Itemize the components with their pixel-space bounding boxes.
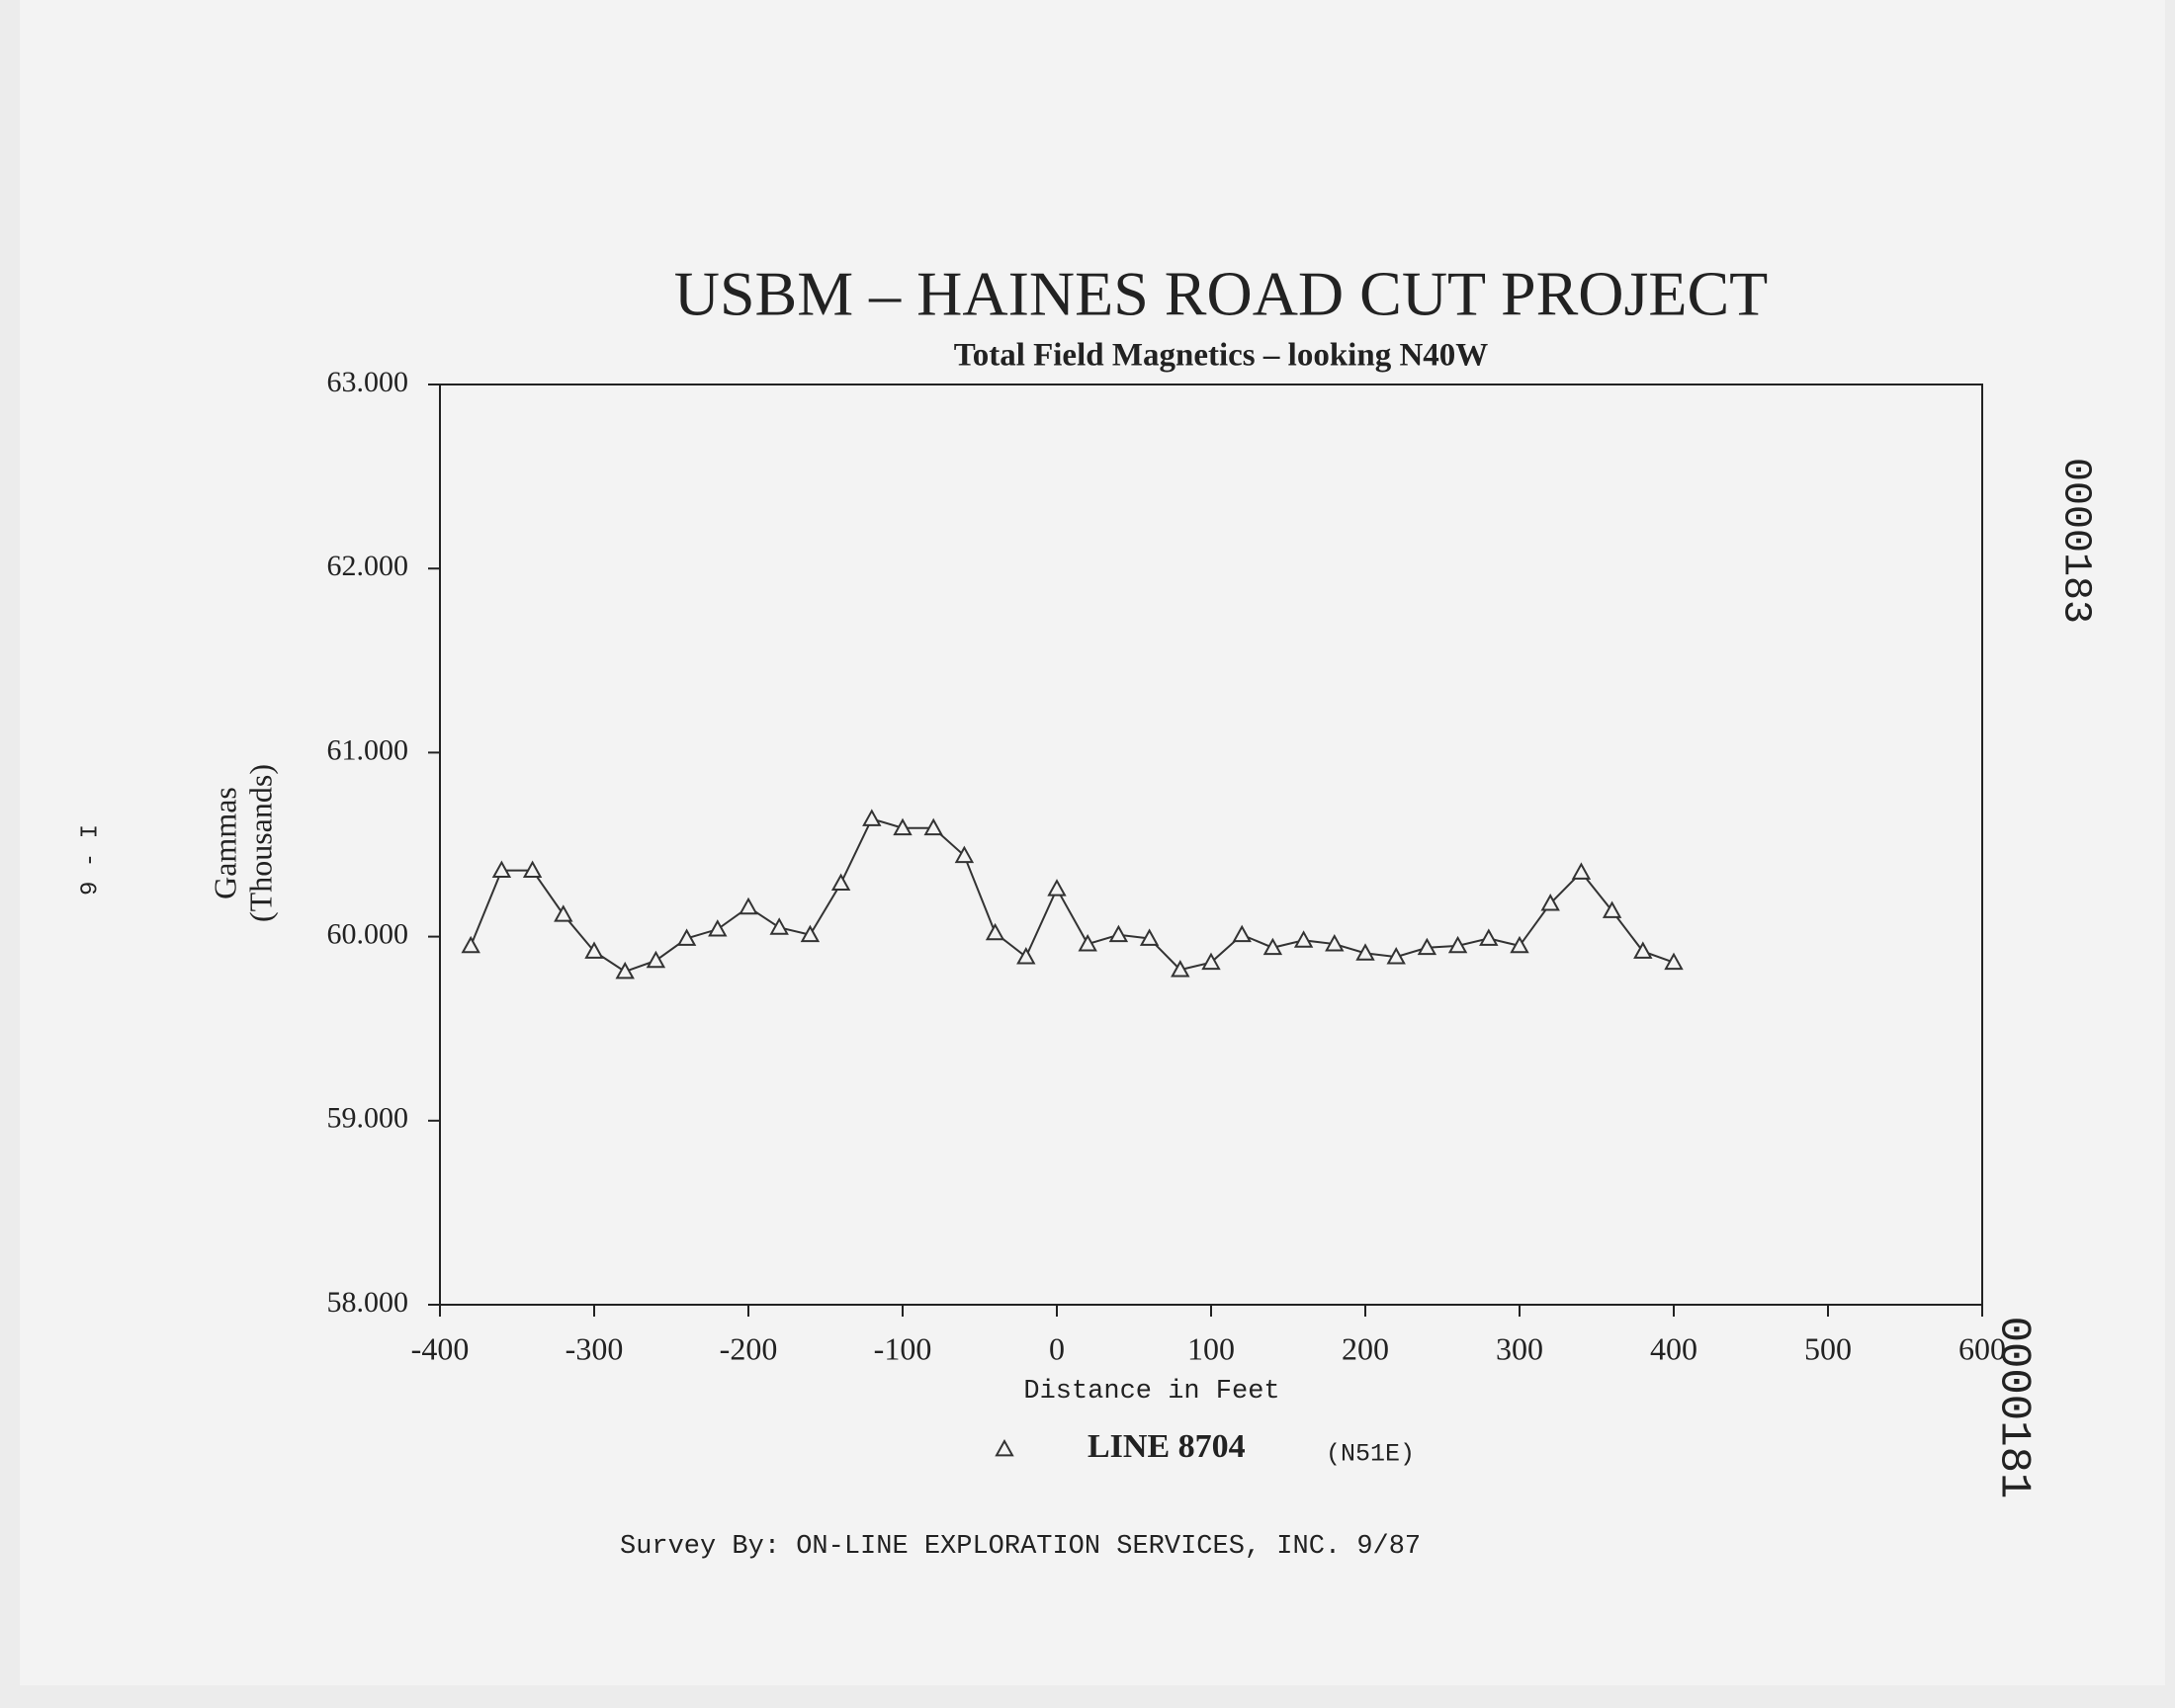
x-tick-label: 500 [1804,1330,1852,1366]
data-point [615,961,635,980]
x-tick-label: 600 [1958,1330,2006,1366]
data-point [708,919,728,937]
data-point [1540,894,1560,911]
y-axis-label: (Thousands) [242,764,278,922]
paper [20,0,2165,1685]
data-point [1293,930,1314,948]
data-point [554,904,573,922]
x-tick-label: 100 [1187,1330,1235,1366]
data-point [800,924,821,943]
x-tick-label: 400 [1650,1330,1697,1366]
data-point [1386,947,1406,965]
data-point [1417,937,1437,956]
data-point [1571,862,1592,880]
y-tick-label: 60.000 [327,917,409,950]
legend-label: LINE 8704 [1088,1428,1246,1465]
data-point [862,809,882,826]
data-point [1602,900,1622,918]
data-point [461,935,480,954]
data-point [893,817,913,836]
data-point [491,860,512,878]
data-line [470,817,1675,974]
data-point [769,917,789,935]
data-point [1664,952,1684,971]
data-point [1232,924,1252,943]
chart-subtitle: Total Field Magnetics – looking N40W [954,338,1489,374]
legend-marker [995,1438,1014,1457]
x-tick-label: -300 [566,1330,624,1366]
y-tick-label: 63.000 [327,366,409,398]
y-tick-label: 61.000 [327,733,409,766]
data-point [830,873,851,892]
chart-title: USBM – HAINES ROAD CUT PROJECT [674,259,1769,329]
margin-note: 0000181 [1988,1317,2038,1499]
data-point [1355,943,1375,961]
data-point [1171,960,1190,978]
data-point [1633,941,1653,959]
x-tick-label: 0 [1049,1330,1065,1366]
data-point [1447,935,1468,954]
data-point [1201,952,1221,971]
data-point [676,928,697,946]
x-tick-label: -400 [411,1330,470,1366]
x-tick-label: -100 [874,1330,932,1366]
y-tick-label: 59.000 [327,1102,409,1135]
y-axis-label: Gammas [207,787,242,899]
y-tick-label: 62.000 [327,550,409,582]
margin-note: 0000183 [2052,458,2097,624]
footer: Survey By: ON-LINE EXPLORATION SERVICES,… [620,1532,1421,1562]
y-tick-label: 58.000 [327,1286,409,1319]
data-point [1262,937,1283,956]
data-point [1078,933,1097,952]
x-tick-label: 200 [1342,1330,1389,1366]
data-point [1139,928,1160,946]
data-point [1479,928,1499,946]
margin-note: 9 - I [77,824,104,896]
data-point [739,897,758,915]
data-point [1047,879,1067,897]
data-point [522,860,543,878]
data-point [954,845,975,864]
x-axis-label: Distance in Feet [1023,1377,1279,1407]
data-point [1325,933,1345,952]
data-point [646,950,666,969]
x-tick-label: 300 [1496,1330,1543,1366]
data-point [1108,924,1129,943]
data-point [923,817,943,836]
x-tick-label: -200 [720,1330,778,1366]
data-point [1016,947,1036,965]
data-point [584,941,604,959]
data-point [1510,935,1529,954]
legend-note: (N51E) [1326,1440,1415,1469]
data-point [985,922,1005,941]
